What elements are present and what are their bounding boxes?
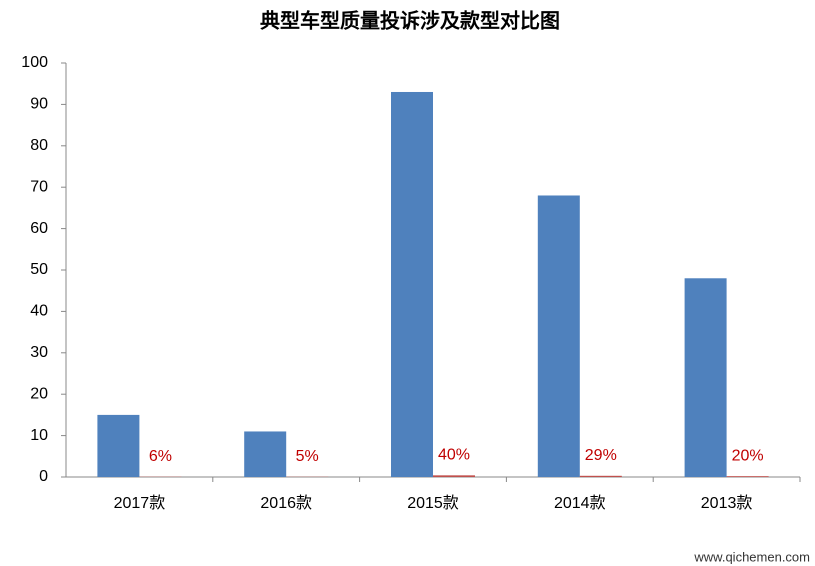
bar xyxy=(244,431,287,477)
y-tick-label: 0 xyxy=(39,468,48,485)
x-tick-label: 2017款 xyxy=(114,494,166,512)
y-tick-label: 40 xyxy=(30,303,48,320)
value-label: 5% xyxy=(296,448,319,465)
bar xyxy=(433,475,475,477)
bar xyxy=(684,278,727,477)
chart-title: 典型车型质量投诉涉及款型对比图 xyxy=(260,9,560,33)
value-label: 29% xyxy=(585,447,617,464)
bar xyxy=(97,414,140,477)
y-tick-label: 30 xyxy=(30,344,48,361)
value-label: 20% xyxy=(732,447,764,464)
x-tick-label: 2013款 xyxy=(701,494,753,512)
bar xyxy=(579,475,622,477)
x-tick-label: 2015款 xyxy=(407,494,459,512)
bar xyxy=(726,476,769,477)
y-tick-label: 20 xyxy=(30,385,48,402)
bar xyxy=(391,91,433,477)
y-tick-label: 80 xyxy=(30,137,48,154)
y-tick-label: 60 xyxy=(30,220,48,237)
watermark: www.qichemen.com xyxy=(693,549,810,564)
y-tick-label: 90 xyxy=(30,96,48,113)
value-label: 40% xyxy=(438,447,470,464)
y-tick-label: 10 xyxy=(30,427,48,444)
value-label: 6% xyxy=(149,448,172,465)
y-tick-label: 50 xyxy=(30,261,48,278)
x-tick-label: 2016款 xyxy=(260,494,312,512)
y-tick-label: 70 xyxy=(30,178,48,195)
x-tick-label: 2014款 xyxy=(554,494,606,512)
y-tick-label: 100 xyxy=(21,54,48,71)
bar xyxy=(537,195,580,478)
